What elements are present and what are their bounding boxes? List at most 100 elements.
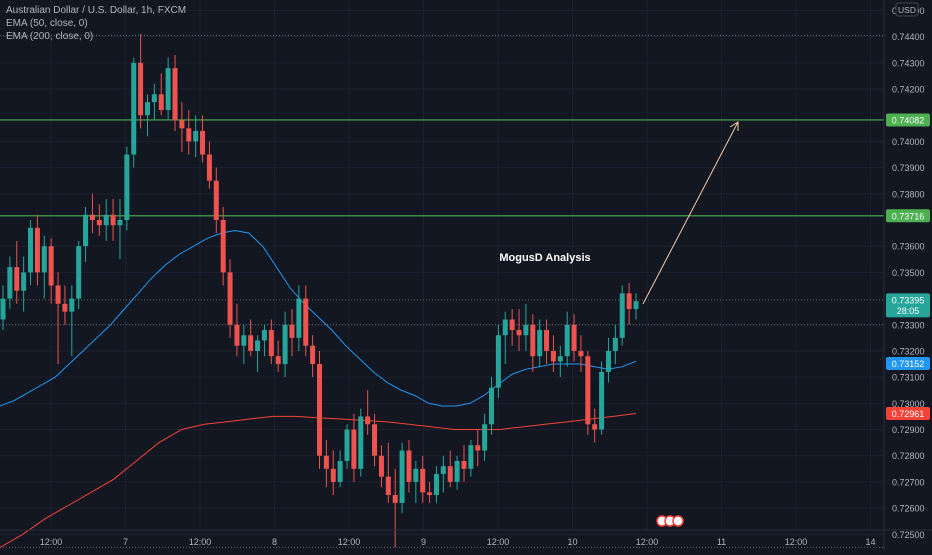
candle-body — [14, 267, 20, 291]
level-price-label: 0.73716 — [892, 211, 925, 221]
candle-body — [241, 335, 247, 346]
candle-body — [7, 267, 13, 299]
price-axis — [884, 0, 932, 550]
price-badge — [886, 407, 930, 421]
candle-body — [83, 214, 89, 247]
candle-body — [619, 293, 625, 338]
candle-body — [502, 319, 508, 336]
time-tick-label: 12:00 — [189, 537, 212, 547]
time-tick-label: 12:00 — [40, 537, 63, 547]
projection-arrow-line — [642, 121, 739, 305]
candle-body — [248, 335, 254, 351]
candle-body — [76, 246, 82, 299]
level-price-badge — [886, 113, 930, 127]
candle-body — [34, 227, 40, 273]
candle-body — [413, 468, 419, 482]
candle-body — [564, 324, 570, 357]
time-tick-label: 9 — [421, 537, 426, 547]
candle-body — [337, 460, 343, 482]
candle-body — [440, 466, 446, 475]
candle-body — [571, 324, 577, 351]
candle-body — [585, 356, 591, 425]
ema-50-line — [0, 229, 637, 407]
legend-ema-200: EMA (200, close, 0) — [6, 31, 94, 42]
event-marker-icon — [672, 515, 684, 527]
price-badge — [886, 293, 930, 318]
chart-legend: Australian Dollar / U.S. Dollar, 1h, FXC… — [6, 4, 186, 43]
candle-body — [255, 340, 261, 351]
candle-body — [172, 68, 178, 121]
candle-body — [557, 356, 563, 362]
candle-body — [378, 455, 384, 477]
candle-body — [633, 301, 639, 310]
candle-body — [592, 424, 598, 430]
price-tick-label: 0.73300 — [892, 320, 925, 330]
price-tick-label: 0.74300 — [892, 58, 925, 68]
time-tick-label: 12:00 — [785, 537, 808, 547]
candle-body — [344, 429, 350, 461]
price-tick-label: 0.73200 — [892, 346, 925, 356]
level-price-label: 0.74082 — [892, 115, 925, 125]
time-tick-label: 7 — [123, 537, 128, 547]
candle-body — [110, 214, 116, 226]
candle-body — [275, 356, 281, 365]
candle-body — [323, 455, 329, 469]
candle-body — [599, 371, 605, 430]
price-tick-label: 0.72800 — [892, 451, 925, 461]
time-tick-label: 14 — [865, 537, 875, 547]
candle-body — [117, 220, 123, 226]
candle-body — [69, 298, 75, 312]
candle-body — [193, 130, 199, 142]
time-tick-label: 12:00 — [338, 537, 361, 547]
candle-body — [578, 350, 584, 357]
candle-body — [124, 154, 130, 220]
candle-body — [530, 324, 536, 357]
candle-body — [234, 324, 240, 346]
candle-body — [372, 424, 378, 456]
candle-body — [179, 120, 185, 129]
candle-body — [103, 214, 109, 226]
candle-body — [605, 350, 611, 372]
candle-body — [626, 293, 632, 310]
candle-body — [158, 94, 164, 110]
candle-body — [165, 68, 171, 110]
currency-label: USD — [898, 5, 916, 15]
candle-body — [268, 330, 274, 357]
candle-body — [523, 324, 529, 336]
candle-body — [261, 330, 267, 341]
candle-body — [612, 337, 618, 351]
candle-body — [475, 445, 481, 451]
candle-body — [62, 303, 68, 312]
candle-body — [550, 350, 556, 362]
price-tick-label: 0.74200 — [892, 85, 925, 95]
candle-body — [365, 416, 371, 425]
currency-badge — [895, 2, 919, 17]
price-tick-label: 0.74000 — [892, 137, 925, 147]
candle-body — [317, 364, 322, 456]
candle-body — [468, 445, 474, 469]
candle-body — [427, 492, 433, 495]
price-tick-label: 0.73900 — [892, 163, 925, 173]
candle-body — [186, 128, 192, 142]
candle-body — [509, 319, 515, 330]
price-tick-label: 0.73600 — [892, 242, 925, 252]
candle-body — [41, 246, 47, 273]
time-tick-label: 12:00 — [487, 537, 510, 547]
annotation-label: MogusD Analysis — [499, 252, 590, 264]
candle-body — [447, 466, 453, 482]
price-tick-label: 0.73500 — [892, 268, 925, 278]
time-tick-label: 11 — [717, 537, 726, 547]
price-badge-label: 0.73395 — [892, 295, 925, 305]
chart-title: Australian Dollar / U.S. Dollar, 1h, FXC… — [6, 5, 187, 16]
candle-body — [282, 324, 288, 365]
candle-body — [516, 330, 522, 336]
candle-body — [358, 416, 364, 469]
candle-body — [489, 387, 495, 425]
candle-body — [330, 468, 336, 482]
candle-body — [544, 330, 550, 351]
candle-body — [537, 330, 543, 357]
candle-body — [213, 180, 219, 220]
candle-body — [296, 298, 302, 338]
